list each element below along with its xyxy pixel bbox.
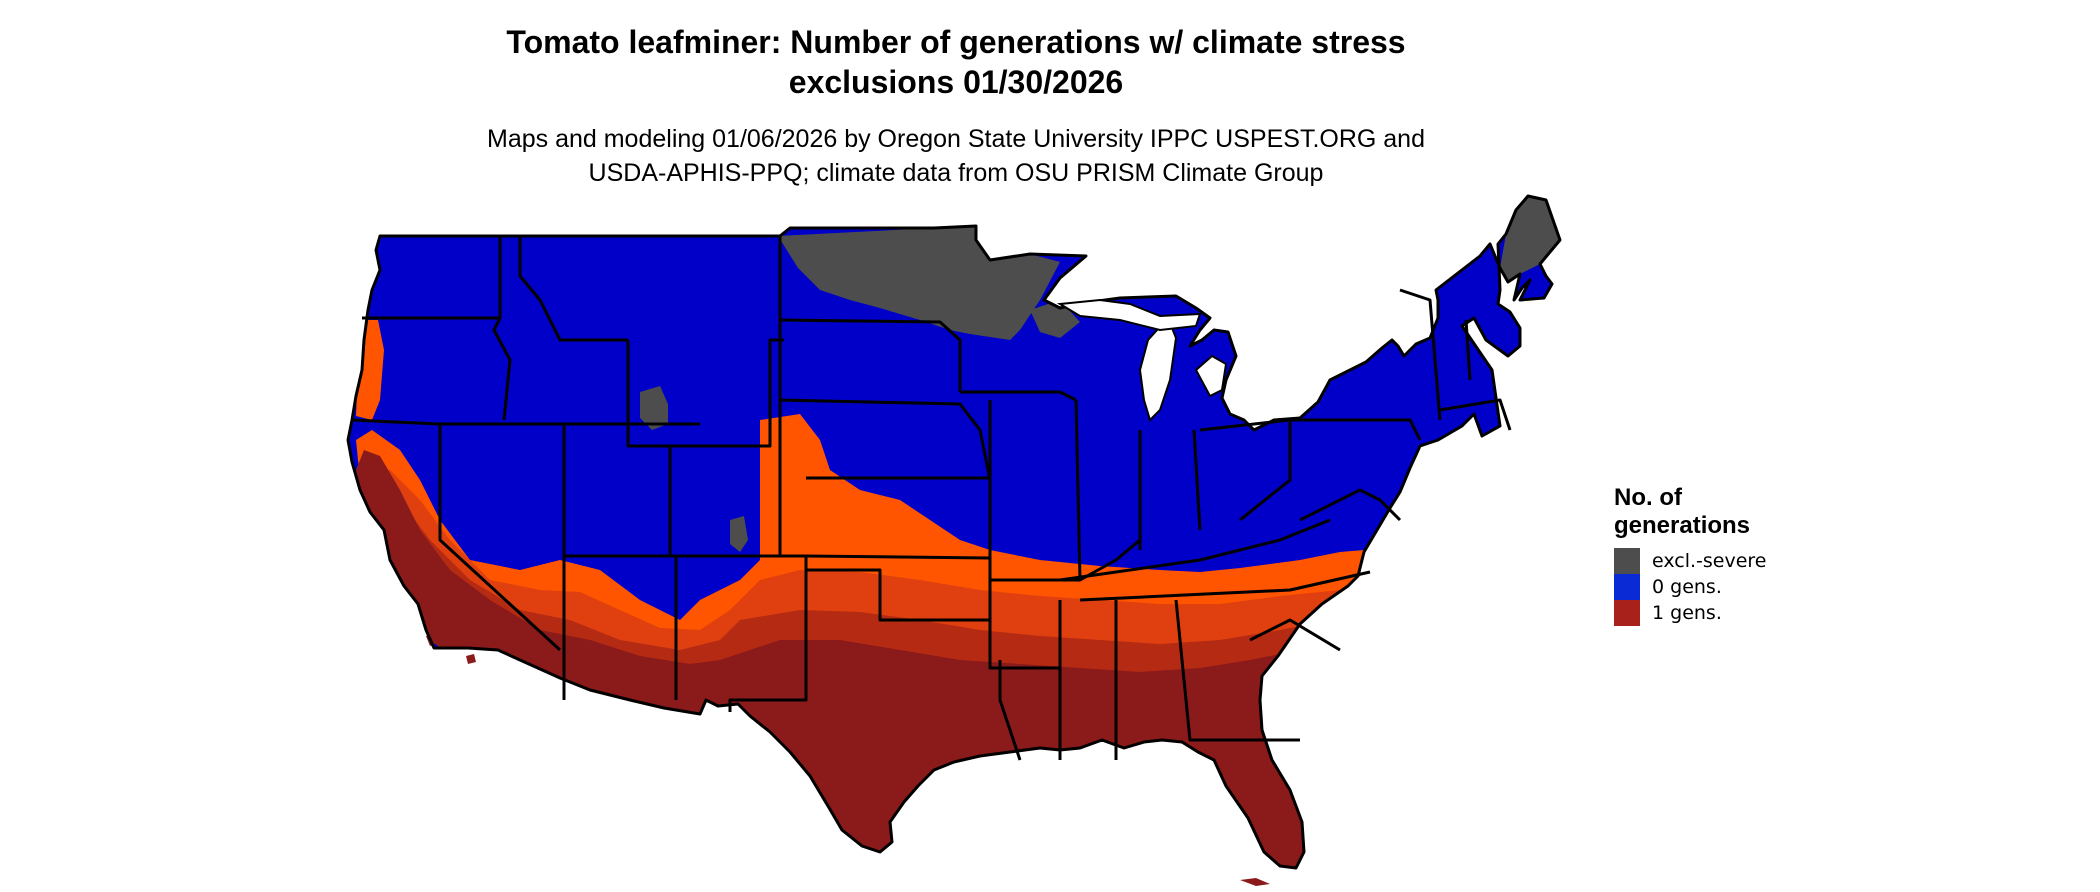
legend-item-one-gens: 1 gens. xyxy=(1614,600,1750,626)
map-subtitle-line-1: Maps and modeling 01/06/2026 by Oregon S… xyxy=(487,125,1425,153)
border-sd-ne xyxy=(779,398,992,481)
border-oh-west xyxy=(1192,429,1202,531)
zone-excluded-colorado xyxy=(730,516,748,552)
border-ca-nv xyxy=(438,424,562,652)
legend-label-zero-gens: 0 gens. xyxy=(1652,576,1722,598)
border-va xyxy=(1299,488,1402,522)
border-nd-sd xyxy=(779,318,962,392)
map-title-line-2: exclusions 01/30/2026 xyxy=(788,64,1124,100)
generation-zones xyxy=(348,196,1560,868)
map-title-line-1: Tomato leafminer: Number of generations … xyxy=(506,24,1406,60)
legend-title: No. of generations xyxy=(1614,484,1750,540)
legend-items: excl.-severe 0 gens. 1 gens. xyxy=(1614,548,1767,626)
lake-superior xyxy=(1056,298,1202,332)
legend-label-excluded: excl.-severe xyxy=(1652,550,1767,572)
border-wy xyxy=(626,338,784,448)
great-lakes xyxy=(1056,298,1228,422)
border-tn-south xyxy=(1079,570,1371,602)
border-oh-pa-wv xyxy=(1199,418,1292,522)
state-borders xyxy=(346,194,1562,870)
zone-excluded-maine xyxy=(1500,196,1560,282)
map-subtitle: Maps and modeling 01/06/2026 by Oregon S… xyxy=(0,122,1912,190)
zone-excluded-north-plains xyxy=(778,226,1060,340)
border-ia-mn xyxy=(960,390,1077,402)
border-id-mt xyxy=(518,236,628,342)
border-il xyxy=(1074,399,1141,582)
zone-excluded-wyoming xyxy=(640,386,668,430)
border-pa-ny xyxy=(1280,418,1422,441)
border-ny-vt xyxy=(1399,288,1442,421)
border-ky-tn xyxy=(1059,518,1331,582)
border-ga xyxy=(1174,599,1300,742)
legend-title-line-2: generations xyxy=(1614,512,1751,539)
border-new-england xyxy=(1439,398,1512,431)
border-mo-west xyxy=(988,400,1080,582)
lake-huron-bay xyxy=(1194,354,1228,398)
border-wa-id-or xyxy=(492,236,512,421)
legend-item-excluded: excl.-severe xyxy=(1614,548,1767,574)
border-nm-tx xyxy=(728,556,808,712)
legend-swatch-excluded xyxy=(1614,548,1640,574)
legend-title-line-1: No. of xyxy=(1614,484,1682,511)
map-subtitle-line-2: USDA-APHIS-PPQ; climate data from OSU PR… xyxy=(588,159,1324,187)
border-ok-tx xyxy=(806,568,990,622)
border-vt-nh xyxy=(1464,319,1472,381)
border-tx-la xyxy=(998,660,1022,761)
legend: No. of generations excl.-severe 0 gens. … xyxy=(1614,484,1767,626)
legend-swatch-zero-gens xyxy=(1614,574,1640,600)
legend-item-zero-gens: 0 gens. xyxy=(1614,574,1750,600)
border-sc xyxy=(1249,618,1341,652)
florida-keys xyxy=(1240,878,1270,886)
map-title: Tomato leafminer: Number of generations … xyxy=(0,22,1912,102)
legend-swatch-one-gens xyxy=(1614,600,1640,626)
legend-label-one-gens: 1 gens. xyxy=(1652,602,1722,624)
san-clemente-island xyxy=(466,654,476,664)
